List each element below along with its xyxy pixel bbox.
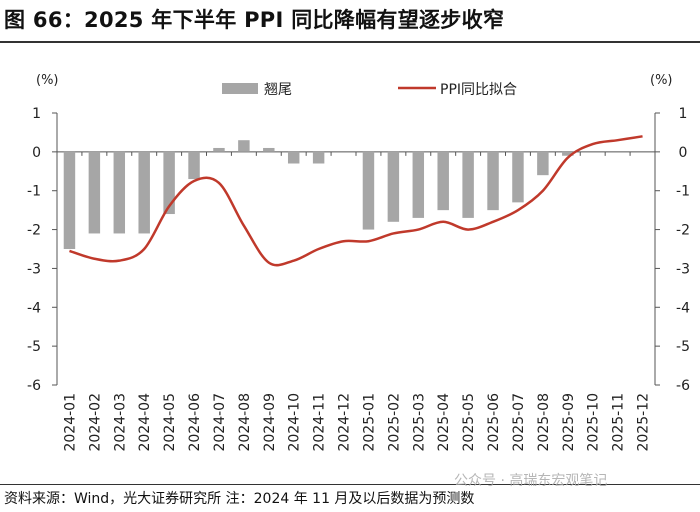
bar (138, 151, 150, 234)
bar (113, 151, 126, 234)
y-tick-label-right: -1 (676, 184, 690, 200)
y-tick-label-left: -1 (27, 184, 41, 200)
bar (63, 151, 76, 249)
title-divider (0, 41, 700, 43)
bar (88, 151, 101, 234)
x-tick-label: 2025-06 (486, 393, 502, 452)
bar (287, 151, 300, 164)
figure-title: 图 66：2025 年下半年 PPI 同比降幅有望逐步收窄 (4, 8, 505, 32)
chart-legend: 翘尾 PPI同比拟合 (222, 82, 517, 98)
y-tick-label-left: -6 (27, 378, 41, 394)
bar (238, 140, 250, 152)
x-tick-label: 2024-08 (237, 393, 253, 452)
bar (437, 151, 449, 211)
x-tick-label: 2025-08 (536, 393, 552, 452)
x-tick-label: 2024-07 (212, 393, 228, 452)
x-tick-label: 2025-04 (436, 393, 452, 452)
x-tick-label: 2024-09 (262, 393, 278, 452)
bar (263, 147, 275, 152)
bar (362, 151, 375, 230)
y-tick-label-left: -3 (27, 261, 41, 277)
y-tick-label-left: -2 (27, 223, 41, 239)
y-tick-label-left: 1 (32, 106, 41, 122)
y-tick-label-left: -5 (27, 339, 41, 355)
chart-svg: 1 1 0 0 -1 -1 -2 -2 -3 -3 -4 -4 -5 -5 -6 -6 2024-01 2024-… (27, 73, 690, 452)
x-tick-label: 2024-01 (62, 393, 78, 452)
bar (163, 151, 175, 215)
bar (512, 151, 524, 203)
y-unit-left: (%) (36, 73, 59, 88)
bar (188, 151, 200, 180)
y-tick-label-right: 1 (679, 106, 688, 122)
bar (412, 151, 425, 218)
x-tick-label: 2024-05 (162, 393, 178, 452)
y-unit-right: (%) (650, 73, 673, 88)
chart-axes: 1 1 0 0 -1 -1 -2 -2 -3 -3 -4 -4 -5 -5 -6 -6 2024-01 2024-… (27, 106, 690, 452)
x-tick-label: 2024-04 (137, 393, 153, 452)
bar (312, 151, 325, 164)
x-tick-label: 2025-01 (361, 393, 377, 452)
source-note: 资料来源：Wind，光大证券研究所 注：2024 年 11 月及以后数据为预测数 (4, 491, 475, 507)
bar (537, 151, 549, 176)
x-tick-label: 2025-05 (461, 393, 477, 452)
bar (487, 151, 499, 211)
x-tick-label: 2025-02 (386, 393, 402, 452)
x-tick-label: 2024-03 (112, 393, 128, 452)
legend-swatch-bar (222, 83, 258, 94)
y-tick-label-right: -3 (676, 261, 690, 277)
x-tick-label: 2025-11 (611, 393, 627, 452)
bar (562, 151, 574, 156)
line-path (69, 135, 643, 267)
legend-label-line: PPI同比拟合 (440, 82, 517, 98)
bar (462, 151, 474, 218)
line-series-ppi-fit (69, 135, 643, 267)
watermark: 公众号 · 高瑞东宏观笔记 (454, 473, 608, 489)
x-tick-label: 2025-07 (511, 393, 527, 452)
legend-label-bar: 翘尾 (264, 82, 292, 98)
y-tick-label-right: 0 (679, 145, 688, 161)
x-tick-label: 2024-12 (337, 393, 353, 452)
x-tick-label: 2025-10 (586, 393, 602, 452)
y-tick-label-right: -5 (676, 339, 690, 355)
y-tick-label-right: -4 (676, 300, 690, 316)
x-tick-label: 2025-12 (636, 393, 652, 452)
y-tick-label-right: -6 (676, 378, 690, 394)
footer-divider (0, 484, 700, 485)
y-tick-label-right: -2 (676, 223, 690, 239)
x-tick-label: 2025-09 (561, 393, 577, 452)
x-tick-label: 2024-10 (287, 393, 303, 452)
bar (213, 147, 225, 152)
x-tick-label: 2024-06 (187, 393, 203, 452)
y-tick-label-left: 0 (32, 145, 41, 161)
x-tick-label: 2024-11 (312, 393, 328, 452)
x-tick-label: 2025-03 (411, 393, 427, 452)
x-tick-label: 2024-02 (87, 393, 103, 452)
y-tick-label-left: -4 (27, 300, 41, 316)
bar (387, 151, 400, 222)
bar-series-tail-effect (63, 140, 574, 249)
